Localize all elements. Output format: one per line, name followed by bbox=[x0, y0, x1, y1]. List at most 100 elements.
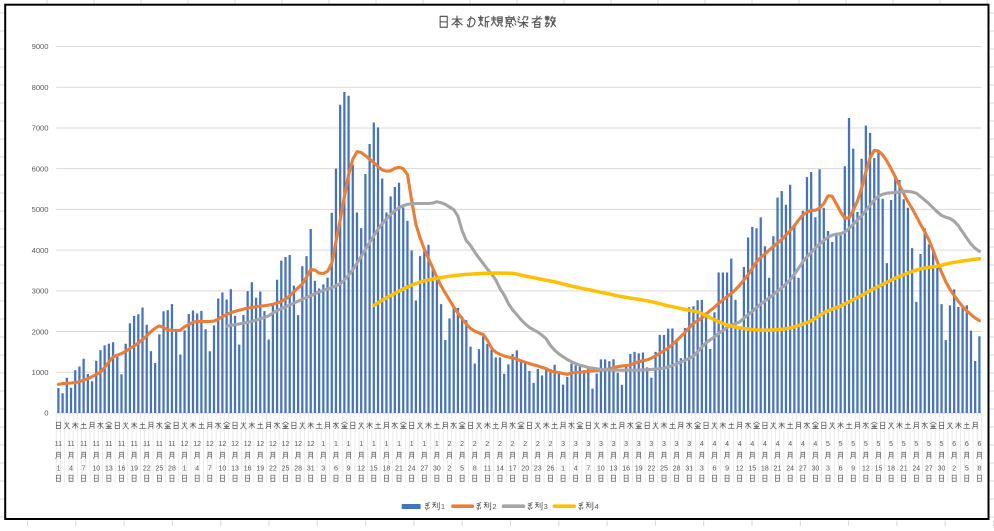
svg-text:4: 4 bbox=[738, 441, 742, 448]
svg-text:3: 3 bbox=[599, 441, 603, 448]
svg-text:9: 9 bbox=[347, 465, 351, 472]
svg-text:12: 12 bbox=[307, 441, 315, 448]
svg-text:1: 1 bbox=[435, 441, 439, 448]
svg-text:11: 11 bbox=[484, 465, 491, 472]
svg-text:31: 31 bbox=[307, 465, 315, 472]
svg-text:6: 6 bbox=[977, 441, 981, 448]
svg-text:16: 16 bbox=[118, 465, 126, 472]
svg-text:2: 2 bbox=[536, 441, 540, 448]
svg-text:23: 23 bbox=[534, 465, 542, 472]
svg-text:24: 24 bbox=[912, 465, 920, 472]
svg-text:31: 31 bbox=[685, 465, 693, 472]
svg-text:18: 18 bbox=[761, 465, 769, 472]
svg-text:2: 2 bbox=[952, 465, 956, 472]
svg-text:5: 5 bbox=[927, 441, 931, 448]
svg-text:8: 8 bbox=[977, 465, 981, 472]
svg-text:4: 4 bbox=[69, 465, 73, 472]
svg-text:6: 6 bbox=[712, 465, 716, 472]
svg-text:2: 2 bbox=[498, 441, 502, 448]
svg-text:5: 5 bbox=[864, 441, 868, 448]
svg-text:2000: 2000 bbox=[32, 327, 49, 336]
svg-text:3: 3 bbox=[574, 441, 578, 448]
svg-text:1: 1 bbox=[422, 441, 426, 448]
svg-text:12: 12 bbox=[206, 441, 214, 448]
svg-text:9: 9 bbox=[851, 465, 855, 472]
svg-text:3: 3 bbox=[675, 441, 679, 448]
svg-text:4: 4 bbox=[712, 441, 716, 448]
svg-text:13: 13 bbox=[231, 465, 239, 472]
svg-text:4: 4 bbox=[750, 441, 754, 448]
svg-text:3: 3 bbox=[321, 465, 325, 472]
svg-text:16: 16 bbox=[622, 465, 630, 472]
svg-text:28: 28 bbox=[294, 465, 302, 472]
svg-text:1: 1 bbox=[384, 441, 388, 448]
svg-text:12: 12 bbox=[357, 465, 365, 472]
svg-text:3: 3 bbox=[687, 441, 691, 448]
svg-text:18: 18 bbox=[383, 465, 391, 472]
svg-text:11: 11 bbox=[67, 441, 74, 448]
svg-text:6: 6 bbox=[839, 465, 843, 472]
svg-text:8: 8 bbox=[473, 465, 477, 472]
svg-text:3: 3 bbox=[561, 441, 565, 448]
svg-text:11: 11 bbox=[168, 441, 175, 448]
svg-text:5: 5 bbox=[839, 441, 843, 448]
svg-text:4: 4 bbox=[594, 502, 598, 511]
svg-text:1: 1 bbox=[183, 465, 187, 472]
svg-text:12: 12 bbox=[862, 465, 870, 472]
svg-text:2: 2 bbox=[492, 502, 496, 511]
svg-text:2: 2 bbox=[448, 441, 452, 448]
svg-text:27: 27 bbox=[925, 465, 933, 472]
svg-text:21: 21 bbox=[395, 465, 403, 472]
svg-text:1: 1 bbox=[410, 441, 414, 448]
svg-text:22: 22 bbox=[269, 465, 277, 472]
svg-text:1: 1 bbox=[561, 465, 565, 472]
svg-text:1: 1 bbox=[56, 465, 60, 472]
svg-text:11: 11 bbox=[118, 441, 125, 448]
svg-text:6: 6 bbox=[952, 441, 956, 448]
svg-text:3: 3 bbox=[826, 465, 830, 472]
svg-text:20: 20 bbox=[521, 465, 529, 472]
svg-text:4: 4 bbox=[813, 441, 817, 448]
svg-text:5: 5 bbox=[826, 441, 830, 448]
svg-text:22: 22 bbox=[647, 465, 655, 472]
svg-text:10: 10 bbox=[219, 465, 227, 472]
svg-text:1: 1 bbox=[321, 441, 325, 448]
svg-text:2: 2 bbox=[448, 465, 452, 472]
svg-text:22: 22 bbox=[143, 465, 151, 472]
svg-text:10: 10 bbox=[92, 465, 100, 472]
svg-text:7: 7 bbox=[586, 465, 590, 472]
svg-text:12: 12 bbox=[256, 441, 264, 448]
svg-text:12: 12 bbox=[181, 441, 189, 448]
svg-text:4: 4 bbox=[788, 441, 792, 448]
svg-text:4: 4 bbox=[763, 441, 767, 448]
svg-text:30: 30 bbox=[433, 465, 441, 472]
svg-text:11: 11 bbox=[143, 441, 150, 448]
svg-text:11: 11 bbox=[80, 441, 87, 448]
svg-text:19: 19 bbox=[256, 465, 264, 472]
svg-text:1: 1 bbox=[334, 441, 338, 448]
svg-text:12: 12 bbox=[294, 441, 302, 448]
svg-text:27: 27 bbox=[799, 465, 807, 472]
svg-text:19: 19 bbox=[635, 465, 643, 472]
svg-text:2: 2 bbox=[548, 441, 552, 448]
svg-text:16: 16 bbox=[244, 465, 252, 472]
svg-text:4: 4 bbox=[776, 441, 780, 448]
svg-text:6000: 6000 bbox=[32, 164, 49, 173]
svg-text:17: 17 bbox=[509, 465, 517, 472]
svg-text:2: 2 bbox=[485, 441, 489, 448]
svg-text:3: 3 bbox=[649, 441, 653, 448]
svg-text:25: 25 bbox=[282, 465, 290, 472]
svg-text:11: 11 bbox=[55, 441, 62, 448]
svg-text:1000: 1000 bbox=[32, 368, 49, 377]
svg-text:1: 1 bbox=[441, 502, 445, 511]
svg-text:3: 3 bbox=[624, 441, 628, 448]
svg-text:14: 14 bbox=[496, 465, 504, 472]
svg-text:1: 1 bbox=[359, 441, 363, 448]
svg-text:11: 11 bbox=[105, 441, 112, 448]
svg-text:13: 13 bbox=[610, 465, 618, 472]
svg-text:12: 12 bbox=[282, 441, 290, 448]
svg-text:5: 5 bbox=[965, 465, 969, 472]
svg-text:11: 11 bbox=[156, 441, 163, 448]
svg-text:3: 3 bbox=[637, 441, 641, 448]
svg-text:10: 10 bbox=[597, 465, 605, 472]
